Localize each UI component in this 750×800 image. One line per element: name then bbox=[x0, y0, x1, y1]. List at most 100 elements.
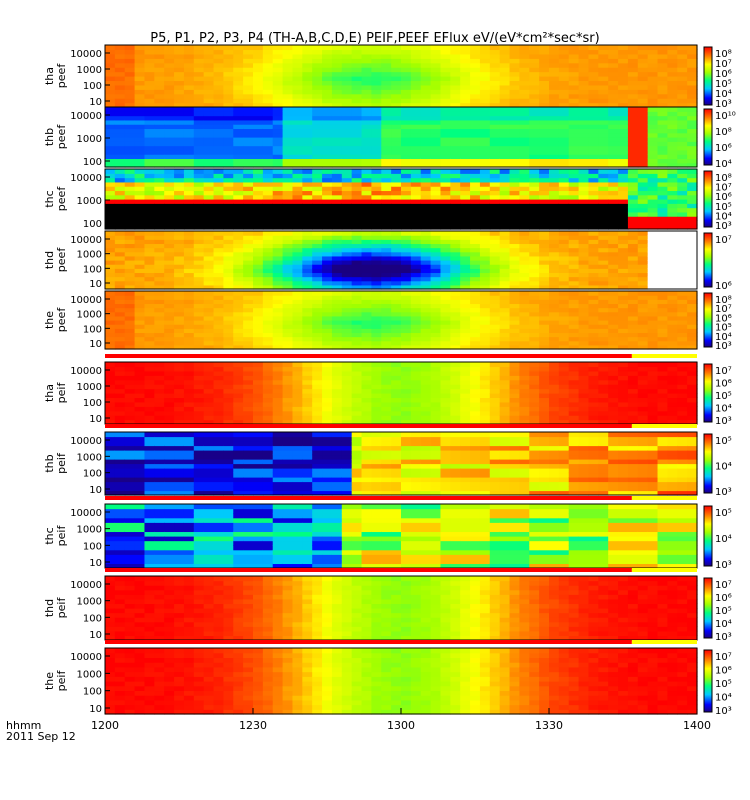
heatmap-cell bbox=[509, 62, 520, 68]
heatmap-cell bbox=[470, 307, 481, 313]
heatmap-cell bbox=[203, 239, 215, 245]
heatmap-cell bbox=[647, 132, 659, 138]
heatmap-cell bbox=[134, 154, 146, 160]
heatmap-cell bbox=[134, 49, 146, 55]
heatmap-cell bbox=[627, 158, 639, 164]
heatmap-cell bbox=[558, 115, 570, 121]
heatmap-cell bbox=[341, 173, 353, 179]
heatmap-cell bbox=[292, 375, 303, 381]
heatmap-cell bbox=[539, 115, 550, 121]
heatmap-cell bbox=[351, 295, 363, 300]
heatmap-cell bbox=[183, 344, 195, 350]
heatmap-cell bbox=[124, 397, 136, 403]
heatmap-cell bbox=[371, 419, 382, 425]
heatmap-cell bbox=[460, 119, 471, 125]
heatmap-cell bbox=[174, 132, 185, 138]
heatmap-cell bbox=[460, 379, 471, 385]
heatmap-cell bbox=[174, 194, 185, 200]
heatmap-cell bbox=[470, 93, 481, 99]
heatmap-cell bbox=[499, 98, 511, 104]
heatmap-cell bbox=[470, 247, 481, 253]
heatmap-cell bbox=[213, 190, 224, 196]
heatmap-cell bbox=[193, 324, 205, 329]
heatmap-cell bbox=[233, 141, 244, 147]
heatmap-cell bbox=[371, 366, 382, 372]
heatmap-cell bbox=[371, 291, 382, 296]
heatmap-cell bbox=[183, 169, 195, 174]
heatmap-cell bbox=[351, 328, 363, 334]
heatmap-cell bbox=[430, 181, 442, 187]
heatmap-cell bbox=[253, 388, 264, 394]
heatmap-cell bbox=[124, 181, 136, 187]
heatmap-cell bbox=[223, 162, 234, 168]
heatmap-cell bbox=[637, 102, 649, 108]
heatmap-cell bbox=[667, 268, 678, 274]
heatmap-cell bbox=[470, 137, 481, 142]
y-tick-label: 10 bbox=[89, 279, 102, 290]
heatmap-cell bbox=[134, 324, 146, 329]
heatmap-cell bbox=[134, 260, 146, 265]
heatmap-cell bbox=[489, 111, 501, 117]
heatmap-cell bbox=[430, 388, 442, 394]
heatmap-cell bbox=[637, 89, 649, 95]
heatmap-cell bbox=[371, 169, 382, 174]
heatmap-cell bbox=[233, 370, 244, 376]
heatmap-cell bbox=[450, 132, 461, 138]
heatmap-cell bbox=[292, 264, 303, 269]
heatmap-cell bbox=[529, 80, 540, 86]
heatmap-cell bbox=[144, 169, 155, 174]
heatmap-cell bbox=[637, 128, 649, 134]
heatmap-cell bbox=[618, 71, 629, 77]
heatmap-cell bbox=[479, 397, 491, 403]
heatmap-cell bbox=[568, 154, 580, 160]
heatmap-cell bbox=[499, 49, 511, 55]
heatmap-cell bbox=[381, 119, 392, 125]
heatmap-cell bbox=[420, 284, 432, 290]
heatmap-cell bbox=[391, 344, 402, 350]
heatmap-cell bbox=[351, 235, 363, 240]
heatmap-cell bbox=[479, 93, 491, 99]
heatmap-cell bbox=[272, 173, 284, 179]
heatmap-cell bbox=[519, 315, 530, 321]
heatmap-cell bbox=[687, 220, 698, 226]
heatmap-cell bbox=[233, 320, 244, 325]
heatmap-cell bbox=[233, 211, 244, 217]
heatmap-cell bbox=[529, 375, 540, 381]
heatmap-cell bbox=[183, 49, 195, 55]
heatmap-cell bbox=[608, 76, 619, 82]
heatmap-cell bbox=[539, 137, 550, 142]
heatmap-cell bbox=[174, 181, 185, 187]
heatmap-cell bbox=[371, 332, 382, 338]
heatmap-cell bbox=[420, 84, 432, 90]
heatmap-cell bbox=[687, 53, 698, 59]
heatmap-cell bbox=[174, 119, 185, 125]
heatmap-cell bbox=[618, 49, 629, 55]
heatmap-cell bbox=[677, 344, 688, 350]
heatmap-cell bbox=[687, 177, 698, 183]
heatmap-cell bbox=[193, 295, 205, 300]
heatmap-cell bbox=[341, 406, 353, 412]
heatmap-cell bbox=[460, 89, 471, 95]
heatmap-cell bbox=[460, 255, 471, 261]
heatmap-cell bbox=[618, 194, 629, 200]
heatmap-cell bbox=[430, 158, 442, 164]
heatmap-cell bbox=[203, 93, 215, 99]
heatmap-cell bbox=[578, 203, 590, 209]
heatmap-cell bbox=[144, 303, 155, 309]
heatmap-cell bbox=[193, 362, 205, 368]
heatmap-cell bbox=[253, 291, 264, 296]
heatmap-cell bbox=[499, 397, 511, 403]
heatmap-cell bbox=[509, 102, 520, 108]
heatmap-cell bbox=[647, 340, 659, 346]
heatmap-cell bbox=[331, 239, 343, 245]
heatmap-cell bbox=[193, 291, 205, 296]
heatmap-cell bbox=[371, 128, 382, 134]
heatmap-cell bbox=[124, 207, 136, 213]
heatmap-cell bbox=[144, 177, 155, 183]
heatmap-cell bbox=[341, 80, 353, 86]
heatmap-cell bbox=[312, 80, 323, 86]
heatmap-cell bbox=[213, 119, 224, 125]
heatmap-cell bbox=[243, 272, 254, 278]
heatmap-cell bbox=[401, 397, 412, 403]
heatmap-cell bbox=[174, 71, 185, 77]
